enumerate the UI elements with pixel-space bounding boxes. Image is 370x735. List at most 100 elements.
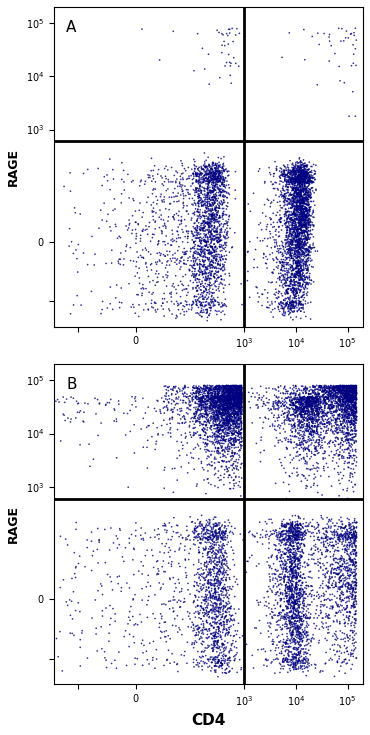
Point xyxy=(67,223,73,234)
Point xyxy=(224,226,230,238)
Point xyxy=(307,587,313,599)
Point xyxy=(219,526,225,537)
Point xyxy=(297,175,303,187)
Point xyxy=(227,395,233,407)
Point xyxy=(223,610,229,622)
Point xyxy=(337,381,343,392)
Point xyxy=(235,390,241,401)
Point xyxy=(309,217,315,229)
Point xyxy=(233,399,239,411)
Point xyxy=(270,396,276,408)
Point xyxy=(215,395,221,407)
Point xyxy=(217,171,223,183)
Point xyxy=(192,531,198,543)
Point xyxy=(290,296,296,308)
Point xyxy=(297,546,303,558)
Point xyxy=(290,571,296,583)
Point xyxy=(221,382,227,394)
Point xyxy=(216,173,222,184)
Point xyxy=(354,517,360,528)
Point xyxy=(293,387,299,399)
Point xyxy=(311,212,317,223)
Point xyxy=(329,564,334,576)
Point xyxy=(212,391,218,403)
Point xyxy=(220,198,226,209)
Point xyxy=(203,591,209,603)
Point xyxy=(285,534,291,545)
Point xyxy=(312,659,318,670)
Point xyxy=(203,401,209,413)
Point xyxy=(322,418,327,430)
Point xyxy=(220,406,226,417)
Point xyxy=(344,380,350,392)
Point xyxy=(310,231,316,243)
Point xyxy=(303,176,309,188)
Point xyxy=(291,214,297,226)
Point xyxy=(224,393,230,405)
Point xyxy=(226,653,232,664)
Point xyxy=(302,169,307,181)
Point xyxy=(235,442,241,453)
Point xyxy=(300,207,306,218)
Point xyxy=(291,561,297,573)
Point xyxy=(347,382,353,394)
Point xyxy=(349,389,355,401)
Point xyxy=(316,546,322,558)
Point xyxy=(160,220,166,232)
Point xyxy=(222,527,228,539)
Point xyxy=(224,415,230,426)
Point xyxy=(350,405,356,417)
Point xyxy=(225,386,231,398)
Point xyxy=(105,209,111,220)
Point xyxy=(302,238,308,250)
Point xyxy=(294,214,300,226)
Point xyxy=(134,256,139,268)
Point xyxy=(210,604,216,616)
Point xyxy=(265,233,271,245)
Point xyxy=(63,596,69,608)
Point xyxy=(302,271,308,283)
Point xyxy=(198,392,204,404)
Point xyxy=(303,205,309,217)
Point xyxy=(170,383,176,395)
Point xyxy=(340,396,346,408)
Point xyxy=(216,420,222,431)
Point xyxy=(318,470,324,482)
Point xyxy=(291,168,297,179)
Point xyxy=(301,395,307,407)
Point xyxy=(288,283,294,295)
Point xyxy=(342,395,348,406)
Point xyxy=(227,384,233,395)
Point xyxy=(175,404,181,416)
Point xyxy=(212,402,218,414)
Point xyxy=(222,394,228,406)
Point xyxy=(209,162,215,174)
Point xyxy=(313,404,319,415)
Point xyxy=(306,167,312,179)
Point xyxy=(250,387,256,399)
Point xyxy=(266,581,272,592)
Point xyxy=(295,268,301,279)
Point xyxy=(287,243,293,255)
Point xyxy=(144,545,150,556)
Point xyxy=(209,596,215,608)
Point xyxy=(292,215,298,227)
Point xyxy=(346,438,352,450)
Point xyxy=(286,236,292,248)
Point xyxy=(234,381,240,392)
Point xyxy=(311,548,317,559)
Point xyxy=(296,180,302,192)
Point xyxy=(313,391,319,403)
Point xyxy=(290,162,296,173)
Point xyxy=(295,171,301,182)
Point xyxy=(212,386,218,398)
Point xyxy=(349,417,355,429)
Point xyxy=(295,190,300,202)
Point xyxy=(307,464,313,476)
Point xyxy=(166,397,172,409)
Point xyxy=(188,447,194,459)
Point xyxy=(308,388,314,400)
Point xyxy=(285,205,291,217)
Point xyxy=(223,528,229,539)
Point xyxy=(294,467,300,478)
